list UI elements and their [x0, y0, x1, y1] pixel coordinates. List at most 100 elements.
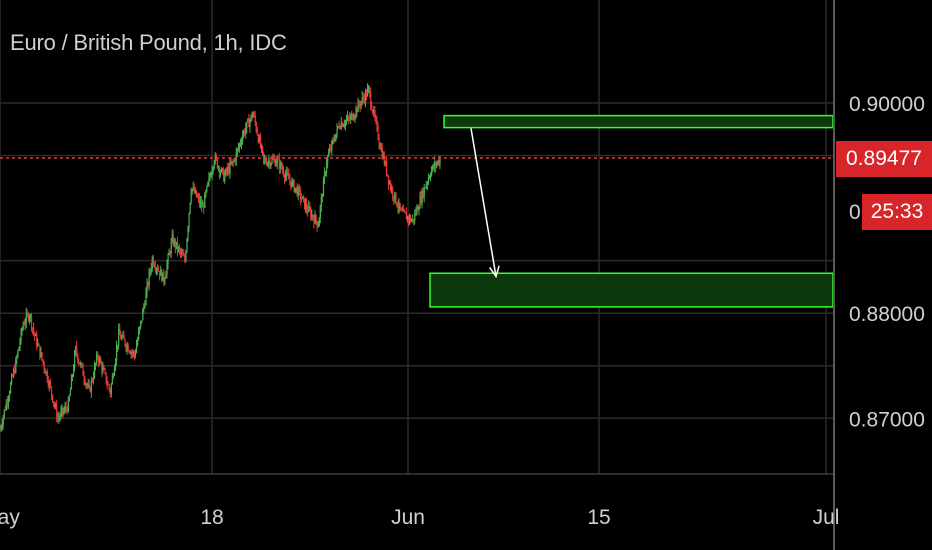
candle-body — [18, 347, 20, 351]
time-axis[interactable]: May 18 Jun 15 Jul — [0, 506, 839, 529]
candle-body — [406, 216, 409, 220]
candle-body — [187, 227, 189, 239]
candle-body — [153, 264, 156, 267]
candle-body — [364, 91, 367, 102]
candle-body — [285, 175, 287, 179]
candle-body — [136, 345, 138, 353]
candle-body — [141, 320, 143, 322]
candle-body — [192, 187, 194, 189]
candle-body — [57, 418, 59, 419]
candle-body — [174, 240, 177, 248]
candle-body — [231, 161, 233, 164]
candle-body — [218, 167, 221, 174]
candle-body — [253, 113, 255, 116]
candle-body — [286, 171, 288, 176]
candle-body — [53, 401, 55, 404]
candle-body — [373, 110, 375, 114]
candle-body — [158, 270, 160, 272]
candle-body — [179, 247, 181, 250]
candle-body — [347, 116, 349, 120]
candle-body — [210, 175, 212, 177]
candle-body — [255, 122, 257, 131]
candle-body — [160, 269, 162, 276]
candle-body — [10, 383, 12, 393]
candle-body — [125, 345, 127, 349]
candle-body — [269, 160, 271, 166]
candle-body — [238, 143, 241, 148]
candle-body — [296, 187, 298, 196]
candle-body — [139, 326, 141, 332]
candle-body — [191, 188, 193, 192]
candle-body — [334, 140, 336, 141]
candle-body — [152, 257, 154, 265]
candle-body — [14, 369, 16, 373]
candle-body — [50, 386, 53, 395]
candle-body — [412, 218, 414, 221]
candle-body — [99, 358, 101, 363]
candle-body — [254, 115, 256, 123]
candle-body — [437, 160, 439, 164]
candle-body — [202, 205, 204, 208]
candle-body — [323, 172, 326, 180]
price-tick-label: 0.87000 — [849, 408, 925, 431]
candle-body — [321, 196, 324, 198]
candle-body — [194, 190, 196, 193]
candle-body — [27, 314, 30, 320]
candle-body — [395, 192, 397, 204]
candle-body — [33, 328, 35, 333]
candle-body — [58, 417, 60, 419]
candle-body — [248, 119, 250, 128]
candle-body — [427, 178, 430, 183]
candle-body — [297, 187, 299, 196]
candle-body — [44, 368, 46, 374]
candle-body — [242, 135, 244, 143]
candle-body — [237, 147, 240, 149]
candle-body — [195, 190, 198, 197]
candle-body — [258, 137, 261, 143]
candle-body — [110, 384, 112, 395]
candle-body — [233, 160, 235, 162]
candle-body — [128, 351, 130, 352]
candle-body — [16, 356, 18, 360]
candle-body — [71, 375, 74, 377]
candle-body — [385, 161, 388, 174]
candle-body — [289, 179, 291, 182]
projection-arrow[interactable] — [470, 128, 500, 279]
candle-body — [436, 163, 438, 166]
candle-body — [365, 91, 368, 97]
candle-body — [205, 191, 207, 194]
candle-body — [144, 305, 146, 306]
candle-body — [107, 384, 109, 386]
candle-body — [339, 127, 341, 129]
candle-body — [268, 160, 270, 163]
candle-body — [163, 272, 165, 283]
candle-body — [257, 134, 259, 143]
candle-body — [168, 252, 170, 255]
candle-body — [41, 352, 43, 360]
candle-body — [150, 267, 152, 272]
candle-body — [95, 363, 97, 366]
candle-body — [159, 271, 161, 276]
candle-body — [12, 375, 14, 377]
candle-body — [157, 268, 159, 271]
candle-body — [294, 187, 296, 192]
candle-body — [410, 216, 412, 222]
candle-body — [90, 380, 93, 392]
candle-body — [92, 377, 95, 381]
candle-body — [291, 180, 293, 187]
candle-body — [259, 137, 262, 147]
candle-body — [193, 187, 195, 193]
candle-body — [28, 316, 31, 320]
candle-body — [357, 101, 359, 113]
candle-body — [155, 268, 158, 270]
trade-zones[interactable] — [429, 114, 834, 308]
candle-body — [68, 395, 70, 401]
candle-body — [414, 212, 416, 221]
candle-body — [241, 142, 243, 144]
candle-body — [83, 375, 85, 380]
candle-body — [266, 162, 268, 165]
candle-body — [382, 154, 384, 159]
candle-body — [270, 163, 272, 166]
